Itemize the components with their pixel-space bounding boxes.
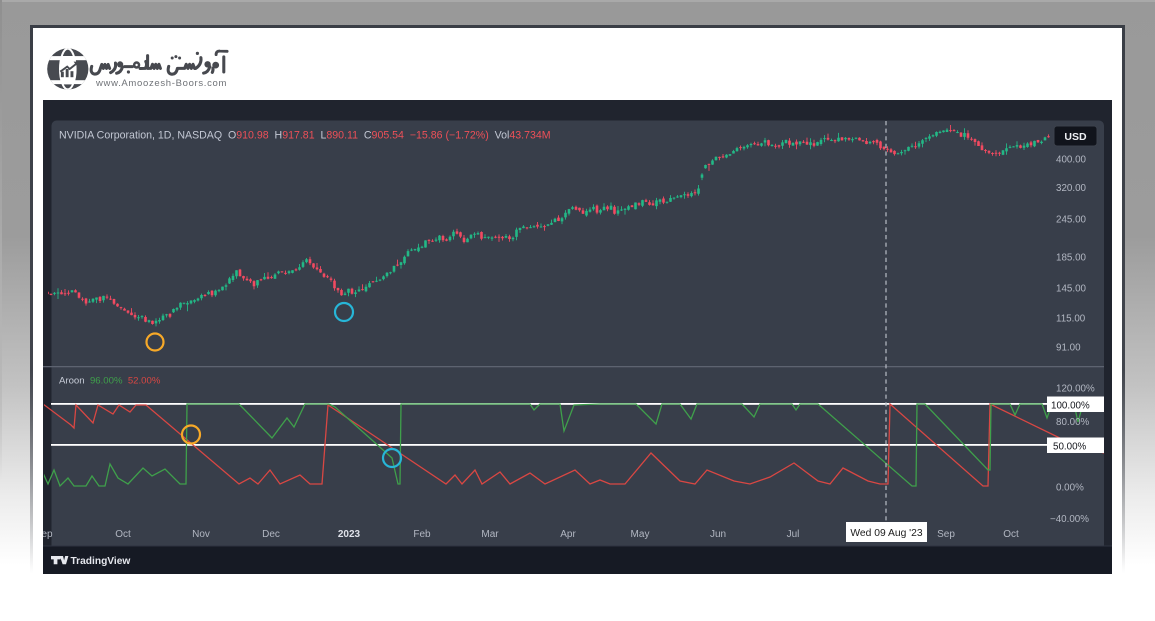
svg-text:2023: 2023 <box>338 529 361 540</box>
svg-text:185.00: 185.00 <box>1056 253 1087 264</box>
svg-text:320.00: 320.00 <box>1056 183 1087 194</box>
svg-text:Sep: Sep <box>937 529 955 540</box>
svg-text:120.00%: 120.00% <box>1056 384 1095 395</box>
svg-text:Oct: Oct <box>1003 529 1019 540</box>
svg-text:May: May <box>631 529 650 540</box>
svg-text:Apr: Apr <box>560 529 576 540</box>
svg-text:0.00%: 0.00% <box>1056 483 1084 494</box>
svg-text:Wed 09 Aug '23: Wed 09 Aug '23 <box>850 528 922 539</box>
svg-text:ep: ep <box>43 529 53 540</box>
svg-text:USD: USD <box>1064 131 1087 143</box>
svg-text:245.00: 245.00 <box>1056 215 1087 226</box>
svg-text:Feb: Feb <box>413 529 431 540</box>
svg-text:TradingView: TradingView <box>71 556 131 567</box>
svg-text:115.00: 115.00 <box>1056 314 1086 325</box>
svg-text:91.00: 91.00 <box>1056 343 1081 354</box>
svg-text:50.00%: 50.00% <box>1053 442 1087 453</box>
svg-text:Oct: Oct <box>115 529 131 540</box>
svg-text:Jul: Jul <box>787 529 800 540</box>
svg-text:NVIDIA Corporation, 1D, NASDAQ: NVIDIA Corporation, 1D, NASDAQ O910.98 H… <box>59 130 551 142</box>
svg-text:100.00%: 100.00% <box>1051 401 1090 412</box>
svg-text:400.00: 400.00 <box>1056 155 1087 166</box>
svg-text:Dec: Dec <box>262 529 280 540</box>
svg-text:−40.00%: −40.00% <box>1050 514 1089 525</box>
svg-text:Nov: Nov <box>192 529 210 540</box>
svg-text:80.00%: 80.00% <box>1056 417 1090 428</box>
svg-text:www.Amoozesh-Boors.com: www.Amoozesh-Boors.com <box>95 78 227 89</box>
svg-text:Aroon 96.00% 52.00%: Aroon 96.00% 52.00% <box>59 376 161 387</box>
svg-text:Mar: Mar <box>481 529 499 540</box>
svg-text:145.00: 145.00 <box>1056 284 1087 295</box>
svg-text:Jun: Jun <box>710 529 726 540</box>
